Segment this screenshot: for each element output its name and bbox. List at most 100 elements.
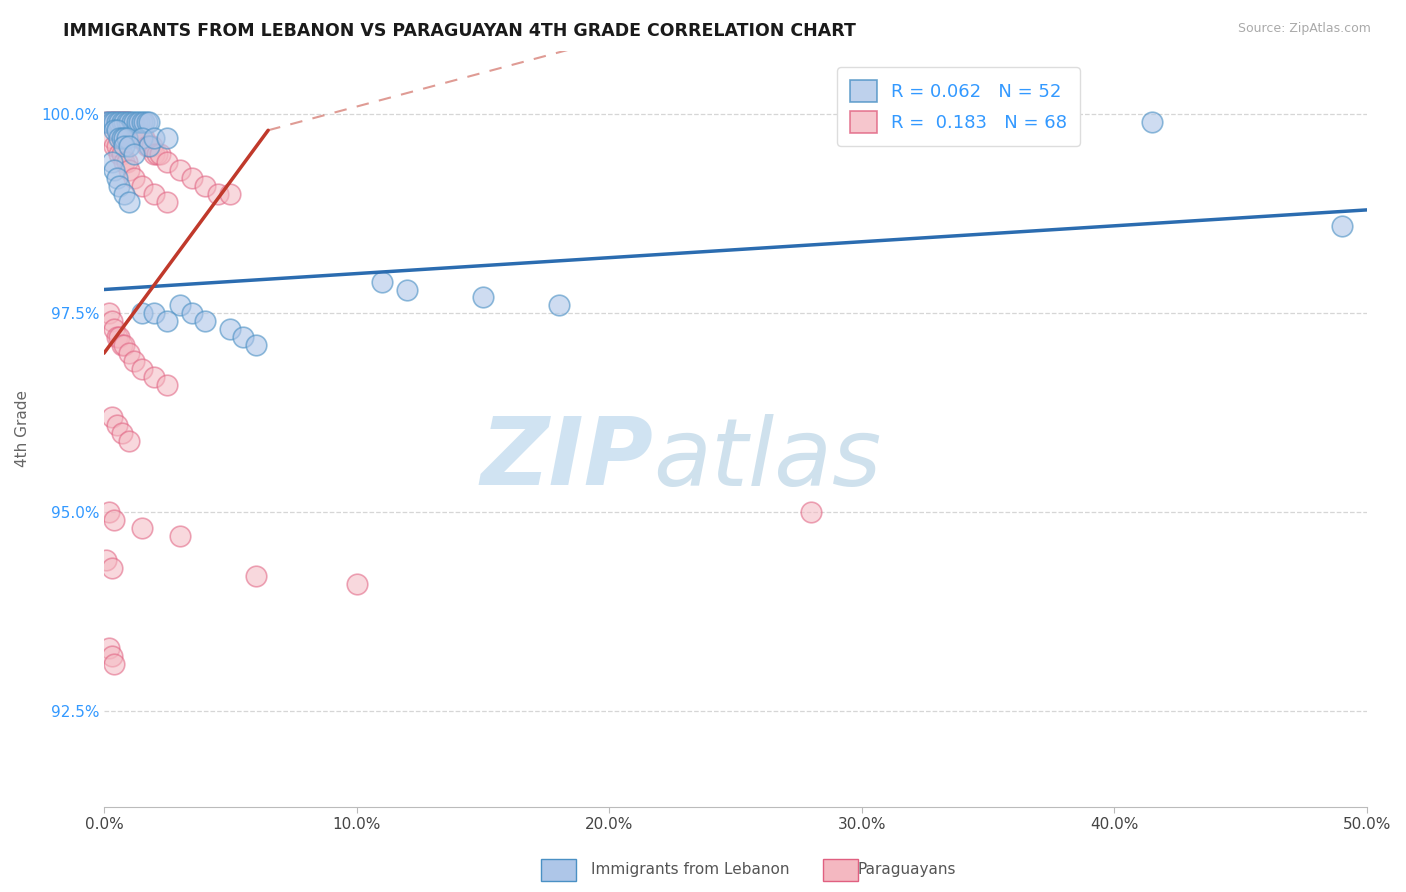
Point (115, 155, 138, 169)
Point (103, 513, 125, 527)
Point (115, 131, 138, 145)
Point (471, 290, 494, 304)
Point (124, 171, 146, 186)
Point (143, 131, 166, 145)
Point (118, 194, 141, 209)
Point (112, 115, 135, 129)
Point (112, 338, 135, 352)
Point (134, 131, 156, 145)
Point (143, 306, 166, 320)
Point (346, 577, 368, 591)
Text: atlas: atlas (654, 414, 882, 505)
Point (111, 425, 134, 440)
Point (111, 147, 134, 161)
Point (219, 186, 242, 201)
Point (131, 131, 153, 145)
Point (156, 378, 179, 392)
Point (131, 362, 153, 376)
Point (96, 553, 118, 567)
Point (135, 115, 157, 129)
Point (115, 115, 138, 129)
Legend: R = 0.062   N = 52, R =  0.183   N = 68: R = 0.062 N = 52, R = 0.183 N = 68 (837, 67, 1080, 145)
Point (135, 139, 157, 153)
Point (103, 139, 125, 153)
Point (124, 147, 146, 161)
Text: IMMIGRANTS FROM LEBANON VS PARAGUAYAN 4TH GRADE CORRELATION CHART: IMMIGRANTS FROM LEBANON VS PARAGUAYAN 4T… (63, 22, 856, 40)
Point (245, 338, 267, 352)
Point (169, 529, 191, 543)
Point (371, 275, 394, 289)
Point (105, 417, 128, 432)
Point (131, 521, 153, 535)
Point (156, 155, 179, 169)
Point (194, 314, 217, 328)
Point (141, 139, 163, 153)
Point (108, 147, 131, 161)
Point (134, 115, 156, 129)
Point (100, 115, 122, 129)
Point (103, 115, 125, 129)
Point (105, 330, 128, 344)
Point (103, 115, 125, 129)
Point (131, 306, 153, 320)
Point (96, 115, 118, 129)
Point (108, 131, 131, 145)
Point (105, 123, 128, 137)
Y-axis label: 4th Grade: 4th Grade (15, 391, 30, 467)
Point (124, 115, 146, 129)
Point (125, 115, 148, 129)
Point (118, 115, 141, 129)
Point (169, 163, 191, 178)
Point (156, 194, 179, 209)
Point (125, 123, 148, 137)
Point (219, 322, 242, 336)
Point (112, 131, 135, 145)
Point (118, 163, 141, 178)
Point (103, 163, 125, 178)
Point (105, 171, 128, 186)
Text: Source: ZipAtlas.com: Source: ZipAtlas.com (1237, 22, 1371, 36)
Point (108, 179, 131, 194)
Point (112, 115, 135, 129)
Point (111, 115, 134, 129)
Point (100, 115, 122, 129)
Point (98, 505, 121, 519)
Point (111, 338, 134, 352)
Point (148, 147, 170, 161)
Point (118, 115, 141, 129)
Point (1330, 219, 1353, 233)
Point (128, 131, 150, 145)
Point (131, 131, 153, 145)
Text: ZIP: ZIP (481, 413, 654, 505)
Point (111, 131, 134, 145)
Point (181, 306, 204, 320)
Point (108, 115, 131, 129)
Point (131, 179, 153, 194)
Point (100, 314, 122, 328)
Point (547, 298, 569, 312)
Text: Paraguayans: Paraguayans (858, 863, 956, 877)
Point (800, 505, 823, 519)
Point (118, 434, 141, 448)
Point (156, 314, 179, 328)
Point (194, 179, 217, 194)
Point (112, 139, 135, 153)
Point (143, 186, 166, 201)
Point (232, 330, 254, 344)
Point (124, 123, 146, 137)
Point (146, 147, 169, 161)
Point (143, 370, 166, 384)
Point (105, 115, 128, 129)
Point (100, 131, 122, 145)
Point (98, 115, 121, 129)
Point (100, 155, 122, 169)
Point (245, 569, 267, 583)
Point (124, 354, 146, 368)
Point (112, 186, 135, 201)
Point (108, 330, 131, 344)
Point (98, 640, 121, 655)
Point (1140, 115, 1163, 129)
Point (103, 123, 125, 137)
Point (100, 561, 122, 575)
Point (118, 139, 141, 153)
